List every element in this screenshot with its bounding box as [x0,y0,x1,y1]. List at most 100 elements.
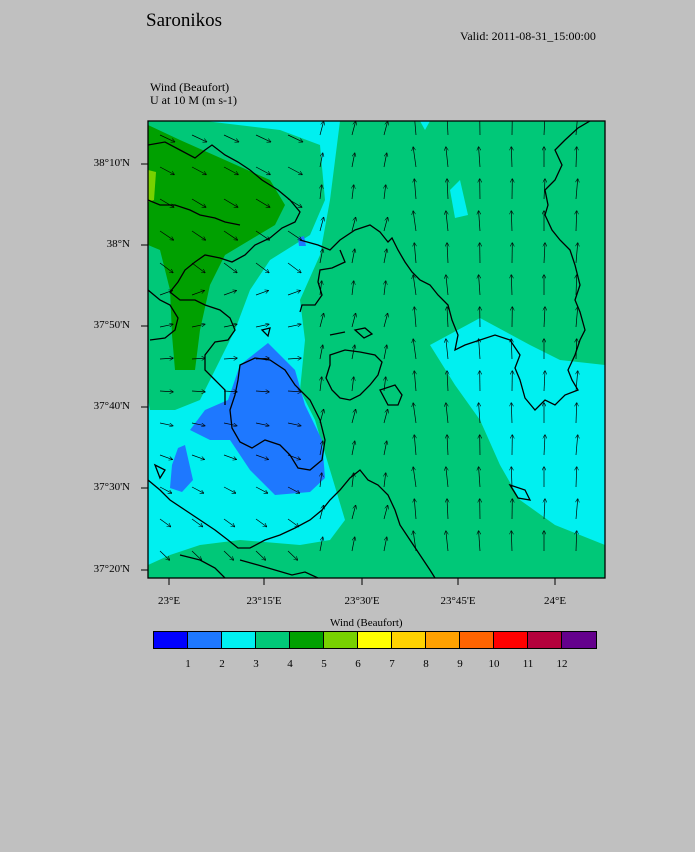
wind-vector [287,291,300,296]
wind-vector [159,486,172,493]
wind-vector [255,134,271,142]
wind-vector [384,281,386,296]
lat-label: 37°20'N [93,563,130,575]
wind-vector [383,537,387,552]
wind-vector [544,371,545,392]
colorbar-swatch [494,632,528,648]
wind-fill-layer [148,121,605,578]
wind-vector [255,454,268,459]
wind-vector [191,422,205,426]
lon-label: 23°45'E [440,595,476,607]
wind-vector [447,243,448,264]
wind-vector [446,531,448,552]
wind-vector [576,531,577,552]
wind-vector [191,198,206,207]
coastline-layer [148,121,591,578]
coastline [148,141,301,405]
colorbar-swatch [562,632,596,648]
wind-vector [159,166,174,175]
colorbar-swatch [222,632,256,648]
wind-vector [191,550,201,560]
wind-vector [159,291,172,296]
wind-vector [159,230,173,240]
colorbar-swatch [460,632,494,648]
map-frame [147,120,606,579]
wind-vector [351,122,356,136]
wind-vector [413,147,417,168]
wind-vector [159,518,171,527]
wind-vector [447,371,448,392]
wind-vector [320,185,322,200]
wind-vector [575,121,578,136]
coastline [148,199,241,226]
colorbar-label: 1 [185,658,191,670]
wind-vector [447,179,448,200]
wind-vector [191,358,205,359]
coastline [379,384,403,406]
wind-vector [576,147,577,168]
wind-vector [414,179,416,200]
colorbar-label: 8 [423,658,429,670]
wind-vector [319,218,324,232]
colorbar-swatch [426,632,460,648]
wind-vector [576,243,578,264]
wind-vector [544,243,545,264]
wind-vector [159,198,174,207]
lat-label: 37°40'N [93,400,130,412]
wind-vector [544,499,545,520]
wind-vector [319,122,324,136]
wind-vector [479,147,480,168]
lon-label: 24°E [543,595,567,607]
coastline [325,349,383,401]
wind-vector [223,262,237,273]
colorbar-swatch [188,632,222,648]
wind-vector [414,121,417,136]
wind-vector [352,377,354,392]
wind-vector [351,218,356,232]
colorbar-swatch [290,632,324,648]
beaufort-3-region [430,318,605,545]
wind-vector [576,499,578,520]
wind-vector [223,324,237,328]
wind-vector [223,134,239,142]
wind-vector [287,358,301,359]
wind-vector [383,218,388,232]
wind-vector [383,314,388,328]
wind-vector [383,506,388,520]
wind-vector [223,454,236,459]
wind-vector [223,422,237,426]
wind-vector [191,291,204,296]
wind-vector [544,435,545,456]
colorbar-label: 3 [253,658,259,670]
wind-vector [479,275,480,296]
wind-vector [576,275,577,296]
wind-vector [191,230,205,240]
wind-vector [287,422,301,426]
wind-vector [351,345,355,360]
wind-vector [255,518,267,527]
wind-vector [287,454,300,459]
wind-vector [352,473,354,488]
wind-vector [351,249,355,264]
wind-vector [223,230,237,240]
wind-vector [319,249,323,264]
wind-vector [413,531,417,552]
wind-vector [544,179,545,200]
wind-vector [287,324,301,328]
wind-vector [287,198,302,207]
wind-vector [383,441,387,456]
wind-vector [383,153,387,168]
wind-vector [576,307,578,328]
wind-vector [319,506,324,520]
coastline [148,469,436,578]
wind-vector [447,499,448,520]
wind-vector [446,121,449,136]
wind-vector [255,391,269,392]
wind-vector [159,134,175,142]
colorbar-label: 5 [321,658,327,670]
wind-vector [223,391,237,392]
wind-vector [446,467,448,488]
colorbar-label: 2 [219,658,225,670]
colorbar-label: 11 [522,658,534,670]
wind-vector [351,410,356,424]
